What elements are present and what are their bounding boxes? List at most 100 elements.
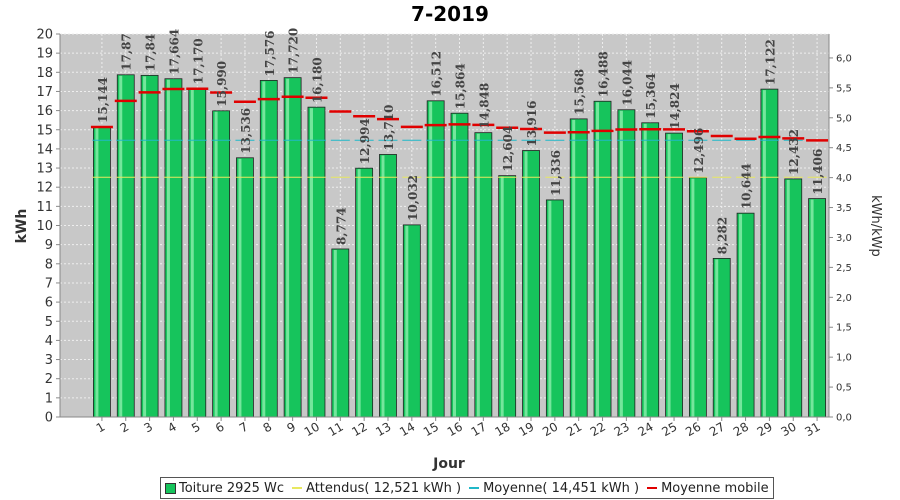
x-tick-label: 23 (612, 419, 632, 439)
legend: Toiture 2925 Wc Attendus( 12,521 kWh ) Moy… (160, 477, 774, 499)
bar-series (93, 74, 826, 418)
x-tick-label: 26 (683, 419, 703, 439)
x-tick-label: 6 (213, 419, 227, 435)
bar-value-label: 17,664 (167, 29, 181, 75)
reference-lines (92, 139, 827, 178)
legend-label: Toiture 2925 Wc (179, 480, 285, 496)
bar-value-label: 16,512 (430, 51, 444, 97)
x-tick-label: 19 (516, 419, 536, 439)
y-tick-label: 12 (36, 181, 53, 196)
y-tick-label: 20 (36, 28, 53, 43)
x-tick-label: 25 (659, 419, 679, 439)
bar-value-labels: 15,144 17,87 17,84 17,664 17,170 15,990 13,536… (96, 28, 825, 255)
bar-highlight (453, 114, 456, 417)
y-tick-label: 3 (45, 353, 53, 368)
bar-value-label: 10,644 (740, 163, 754, 209)
x-tick-label: 10 (302, 419, 322, 439)
y-tick-label: 2 (45, 372, 53, 387)
y-tick-label: 9 (45, 238, 53, 253)
x-tick-label: 28 (731, 419, 751, 439)
bar-value-label: 12,496 (692, 128, 706, 174)
y2-tick-label: 3,5 (836, 203, 852, 214)
y-tick-label: 7 (45, 276, 53, 291)
bar-highlight (166, 79, 170, 417)
bar-value-label: 10,032 (406, 175, 420, 221)
bar-highlight (548, 200, 552, 417)
y2-tick-label: 3,0 (836, 233, 852, 244)
bar-value-label: 12,432 (787, 129, 801, 175)
y-tick-label: 15 (36, 123, 53, 138)
y2-tick-label: 0,0 (836, 413, 852, 424)
bar-highlight (238, 158, 242, 418)
bar-value-label: 13,536 (239, 108, 253, 154)
y-tick-label: 4 (45, 334, 53, 349)
bar-highlight (286, 78, 290, 418)
bar-value-label: 17,87 (120, 33, 134, 71)
x-tick-label: 2 (118, 419, 132, 435)
legend-swatch (469, 487, 480, 489)
y2-tick-label: 5,5 (836, 83, 852, 94)
axes: 012345678910111213141516171819200,00,51,… (36, 28, 851, 440)
bar-value-label: 15,990 (215, 61, 229, 107)
x-tick-label: 8 (261, 419, 275, 435)
bar-highlight (810, 199, 814, 417)
bar-highlight (429, 101, 433, 417)
y-tick-label: 5 (45, 315, 53, 330)
x-tick-label: 9 (285, 419, 299, 435)
y-tick-label: 0 (45, 411, 53, 426)
bar-highlight (596, 102, 600, 418)
bar-value-label: 13,710 (382, 105, 396, 151)
bar-highlight (619, 110, 623, 418)
bar-highlight (95, 127, 99, 417)
bar-highlight (667, 134, 671, 417)
chart-title: 7-2019 (411, 2, 489, 26)
bar-value-label: 11,336 (549, 150, 563, 196)
x-tick-label: 12 (349, 419, 369, 439)
y2-tick-label: 1,0 (836, 353, 852, 364)
x-tick-label: 24 (635, 419, 655, 439)
x-tick-label: 31 (802, 419, 822, 439)
bar-highlight (309, 108, 313, 417)
y-tick-label: 13 (36, 162, 53, 177)
x-tick-label: 30 (779, 419, 799, 439)
y-tick-label: 19 (36, 47, 53, 62)
y-axis-label: kWh (14, 209, 30, 244)
legend-item: Moyenne mobile (647, 481, 769, 496)
legend-swatch (292, 487, 303, 489)
bar-highlight (262, 81, 266, 417)
bar-value-label: 16,044 (620, 60, 634, 106)
legend-item: Moyenne( 14,451 kWh ) (469, 481, 639, 496)
bar-highlight (333, 249, 337, 417)
bar-highlight (476, 133, 480, 417)
bar-highlight (786, 179, 790, 417)
bar-value-label: 14,824 (668, 83, 682, 129)
bar-value-label: 17,122 (763, 39, 777, 85)
bar-value-label: 15,568 (573, 69, 587, 115)
legend-label: Moyenne( 14,451 kWh ) (483, 480, 640, 496)
bar-highlight (524, 151, 528, 417)
bar-highlight (739, 214, 743, 417)
x-tick-label: 3 (141, 419, 155, 435)
bar-highlight (381, 155, 385, 418)
x-tick-label: 14 (397, 419, 417, 439)
y2-tick-label: 1,5 (836, 323, 852, 334)
moving-average-series (90, 87, 829, 142)
bar-highlight (691, 178, 695, 417)
bar-highlight (405, 225, 409, 417)
y2-tick-label: 4,5 (836, 143, 852, 154)
bar-value-label: 15,364 (644, 73, 658, 119)
bar-highlight (357, 169, 361, 417)
bar-highlight (572, 119, 576, 417)
legend-swatch (647, 487, 658, 489)
bar-value-label: 15,864 (454, 63, 468, 109)
y2-tick-label: 6,0 (836, 53, 852, 64)
x-axis-label: Jour (432, 456, 465, 472)
x-tick-label: 29 (755, 419, 775, 439)
bar-highlight (762, 90, 766, 417)
x-tick-label: 7 (237, 419, 251, 435)
bar-highlight (119, 75, 123, 418)
y2-tick-label: 2,0 (836, 293, 852, 304)
bar-value-label: 11,406 (811, 149, 825, 195)
x-tick-label: 16 (445, 419, 465, 439)
